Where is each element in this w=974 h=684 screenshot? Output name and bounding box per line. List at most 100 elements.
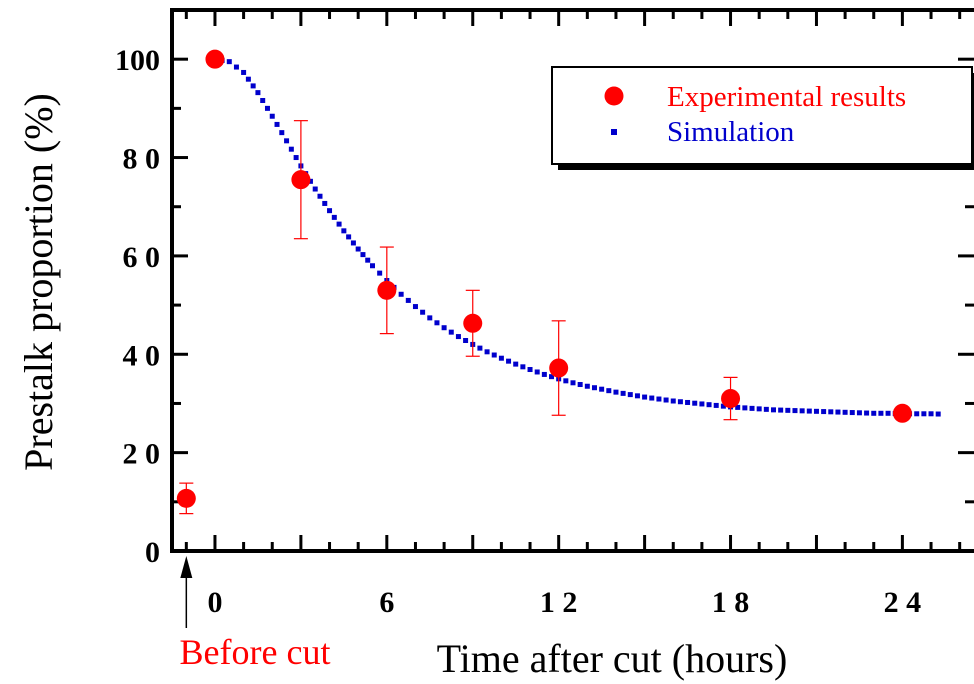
simulation-point [498, 355, 504, 361]
simulation-point [763, 406, 769, 412]
experimental-point [377, 280, 397, 300]
simulation-point [264, 105, 270, 111]
simulation-point [577, 382, 583, 388]
experimental-series [176, 49, 912, 515]
simulation-point [477, 345, 483, 351]
simulation-point [284, 138, 290, 144]
simulation-point [250, 83, 256, 89]
simulation-point [742, 405, 748, 411]
simulation-point [642, 394, 648, 400]
simulation-point [813, 408, 819, 414]
simulation-point [355, 246, 361, 252]
simulation-point [591, 385, 597, 391]
x-tick-label: 1 8 [712, 586, 750, 619]
simulation-point [427, 315, 433, 321]
simulation-point [849, 410, 855, 416]
simulation-point [685, 399, 691, 405]
simulation-point [455, 334, 461, 340]
simulation-point [613, 389, 619, 395]
plot-frame [170, 8, 974, 553]
legend-box [551, 66, 973, 165]
experimental-point [721, 389, 741, 409]
simulation-point [420, 309, 426, 315]
simulation-point [649, 395, 655, 401]
simulation-point [771, 407, 776, 413]
simulation-point [327, 208, 333, 214]
simulation-point [346, 234, 352, 240]
y-tick-label: 6 0 [123, 241, 161, 274]
simulation-point [336, 221, 342, 227]
simulation-point [864, 410, 870, 416]
simulation-point [921, 411, 927, 417]
simulation-point [835, 409, 841, 415]
x-tick-label: 6 [379, 586, 394, 619]
simulation-point [549, 374, 555, 380]
simulation-point [806, 408, 812, 414]
simulation-point [398, 291, 404, 297]
simulation-point [274, 121, 280, 127]
simulation-point [706, 402, 712, 408]
simulation-point [255, 90, 261, 96]
legend-label-experimental: Experimental results [667, 81, 906, 113]
simulation-point [293, 155, 299, 161]
simulation-point [377, 270, 383, 276]
simulation-point [441, 325, 447, 331]
simulation-point [620, 390, 626, 396]
simulation-point [656, 396, 662, 402]
simulation-point [584, 383, 590, 389]
y-tick-label: 100 [115, 44, 160, 77]
simulation-point [792, 408, 798, 414]
simulation-point [312, 186, 318, 192]
experimental-point [463, 313, 483, 333]
simulation-point [699, 401, 705, 407]
simulation-point [484, 349, 490, 355]
simulation-point [735, 404, 741, 410]
simulation-point [463, 338, 469, 344]
experimental-point [291, 170, 311, 190]
simulation-point [341, 228, 347, 234]
simulation-point [491, 352, 497, 358]
simulation-point [599, 386, 605, 392]
simulation-point [663, 397, 669, 403]
legend-marker-experimental [604, 86, 624, 106]
simulation-point [513, 361, 519, 367]
y-tick-label: 8 0 [123, 143, 161, 176]
simulation-point [692, 400, 698, 406]
simulation-point [634, 393, 640, 399]
simulation-point [606, 388, 612, 394]
simulation-point [828, 409, 834, 415]
simulation-point [749, 405, 755, 411]
simulation-point [233, 64, 239, 70]
simulation-point [434, 320, 440, 326]
simulation-point [563, 378, 569, 384]
y-axis-label: Prestalk proportion (%) [16, 93, 61, 471]
simulation-point [269, 113, 275, 119]
simulation-point [821, 409, 827, 415]
experimental-point [205, 49, 225, 69]
simulation-point [260, 97, 266, 103]
simulation-point [756, 406, 762, 412]
before-cut-annotation: Before cut [180, 556, 330, 672]
simulation-point [878, 410, 884, 416]
experimental-point [549, 358, 569, 378]
simulation-point [360, 252, 366, 258]
x-axis-label: Time after cut (hours) [437, 636, 788, 681]
simulation-point [627, 392, 633, 398]
simulation-point [365, 257, 371, 263]
simulation-point [541, 371, 547, 377]
y-tick-label: 2 0 [123, 438, 161, 471]
simulation-point [307, 178, 313, 184]
simulation-point [928, 411, 934, 417]
simulation-point [799, 408, 805, 414]
experimental-point [892, 403, 912, 423]
simulation-point [520, 364, 526, 370]
simulation-point [713, 402, 719, 408]
x-tick-label: 2 4 [884, 586, 922, 619]
simulation-point [570, 380, 576, 386]
simulation-point [322, 200, 328, 206]
simulation-point [506, 358, 512, 364]
before-cut-point [176, 488, 196, 508]
before-cut-arrow-head [180, 556, 193, 578]
